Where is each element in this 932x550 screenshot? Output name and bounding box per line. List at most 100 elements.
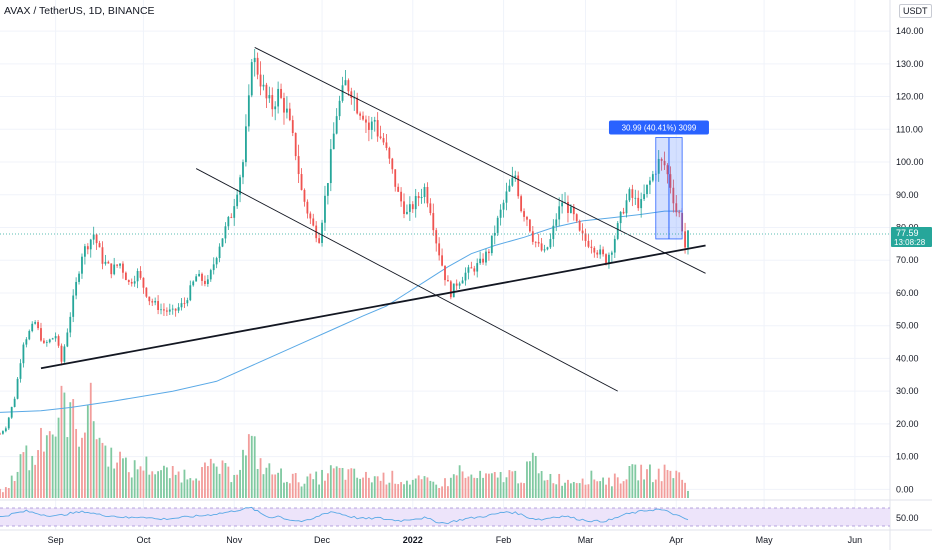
candle-body bbox=[394, 169, 397, 187]
volume-bar bbox=[116, 462, 119, 498]
volume-bar bbox=[283, 482, 285, 498]
candle-body bbox=[262, 84, 265, 87]
volume-bar bbox=[256, 468, 259, 498]
trendline-channel-lower[interactable] bbox=[195, 168, 618, 392]
candle-body bbox=[572, 206, 575, 215]
y-tick-label: 50.00 bbox=[896, 321, 919, 331]
volume-bar bbox=[417, 475, 420, 498]
candle-body bbox=[528, 219, 531, 232]
time-axis[interactable]: Sep Oct Nov Dec 2022 Feb Mar Apr May Jun bbox=[48, 535, 863, 545]
candle-body bbox=[329, 149, 332, 184]
volume-bar bbox=[654, 479, 657, 498]
volume-bar bbox=[291, 473, 294, 498]
candle-body bbox=[212, 264, 215, 271]
volume-bar bbox=[373, 476, 376, 498]
candle-body bbox=[526, 216, 528, 220]
candle-body bbox=[19, 363, 22, 379]
volume-bar bbox=[242, 449, 244, 498]
volume-bar bbox=[403, 484, 405, 498]
volume-bar bbox=[107, 466, 110, 498]
volume-bar bbox=[101, 442, 104, 498]
x-tick-label: 2022 bbox=[403, 535, 423, 545]
volume-bar bbox=[69, 402, 72, 498]
volume-bar bbox=[72, 399, 75, 498]
candle-body bbox=[139, 270, 142, 278]
candle-body bbox=[242, 162, 244, 178]
candle-body bbox=[499, 209, 502, 218]
candle-body bbox=[324, 195, 326, 223]
price-tag-bg bbox=[891, 227, 932, 247]
candle-body bbox=[43, 340, 45, 343]
candle-body bbox=[54, 336, 57, 339]
candle-body bbox=[490, 235, 493, 254]
volume-bar bbox=[467, 476, 470, 498]
volume-bar bbox=[444, 478, 446, 498]
volume-bar bbox=[367, 477, 370, 498]
volume-bar bbox=[81, 437, 83, 498]
volume-bar bbox=[490, 473, 493, 498]
symbol-title: AVAX / TetherUS, 1D, BINANCE bbox=[4, 5, 155, 17]
price-axis[interactable]: 0.0010.0020.0030.0040.0050.0060.0070.008… bbox=[896, 26, 924, 494]
candle-body bbox=[455, 283, 458, 286]
volume-bar bbox=[625, 479, 628, 498]
candle-body bbox=[60, 345, 63, 362]
candlesticks bbox=[0, 49, 689, 435]
candle-body bbox=[34, 322, 37, 324]
volume-bar bbox=[511, 471, 514, 498]
volume-bar bbox=[60, 385, 63, 498]
candle-body bbox=[578, 220, 581, 231]
candle-body bbox=[403, 201, 405, 214]
volume-bar bbox=[397, 484, 400, 498]
volume-bar bbox=[157, 471, 159, 498]
candle-body bbox=[280, 88, 282, 98]
volume-bar bbox=[353, 468, 356, 498]
volume-bar bbox=[502, 482, 505, 498]
volume-bar bbox=[171, 466, 174, 498]
currency-button[interactable]: USDT bbox=[899, 4, 932, 18]
candle-body bbox=[400, 191, 402, 202]
candle-body bbox=[628, 189, 631, 201]
candle-body bbox=[148, 296, 151, 302]
volume-bar bbox=[215, 466, 218, 498]
volume-bar bbox=[253, 436, 256, 498]
candle-body bbox=[300, 174, 303, 190]
candle-body bbox=[561, 202, 564, 207]
candle-body bbox=[382, 138, 385, 143]
volume-bar bbox=[526, 461, 528, 498]
candle-body bbox=[444, 265, 446, 281]
volume-bar bbox=[605, 484, 607, 498]
candle-body bbox=[622, 211, 625, 214]
price-range-measure[interactable]: 30.99 (40.41%) 3099 bbox=[608, 120, 709, 240]
candle-body bbox=[265, 84, 268, 99]
volume-bar bbox=[564, 482, 566, 498]
candle-body bbox=[183, 303, 186, 304]
volume-bar bbox=[470, 474, 473, 498]
volume-bar bbox=[163, 465, 165, 498]
candle-body bbox=[245, 126, 247, 163]
candle-body bbox=[666, 165, 669, 175]
volume-bar bbox=[139, 466, 142, 498]
candle-body bbox=[558, 206, 561, 220]
candle-body bbox=[391, 158, 394, 170]
volume-bar bbox=[7, 488, 10, 498]
volume-bar bbox=[549, 473, 552, 498]
volume-bar bbox=[265, 467, 268, 498]
trendline-support[interactable] bbox=[40, 244, 706, 370]
candle-body bbox=[373, 120, 376, 122]
candle-body bbox=[631, 189, 634, 198]
candle-body bbox=[101, 247, 104, 264]
candle-body bbox=[341, 85, 344, 101]
trendline-channel-upper[interactable] bbox=[254, 47, 706, 274]
candle-body bbox=[250, 62, 253, 96]
candle-body bbox=[687, 230, 689, 248]
candle-body bbox=[370, 121, 373, 130]
candle-body bbox=[306, 201, 309, 214]
candle-body bbox=[0, 433, 1, 435]
volume-bar bbox=[505, 477, 508, 498]
candle-body bbox=[31, 323, 34, 332]
candle-body bbox=[417, 196, 420, 199]
candle-body bbox=[643, 194, 645, 200]
candle-body bbox=[397, 186, 400, 192]
trendlines[interactable] bbox=[40, 47, 706, 392]
